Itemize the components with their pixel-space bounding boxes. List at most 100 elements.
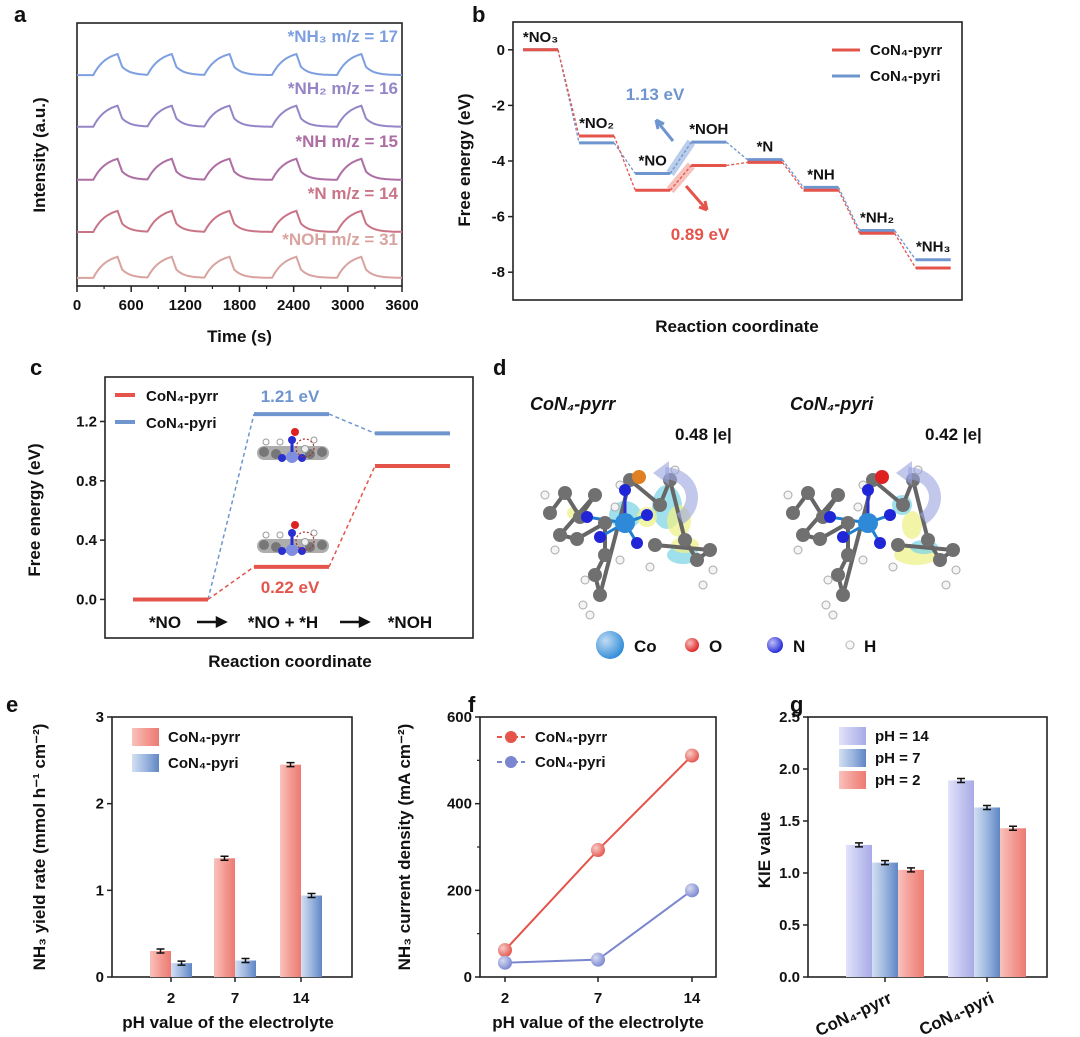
y-tick-label: 1 <box>96 882 104 899</box>
barrier-label-pyrr: 0.22 eV <box>261 578 320 597</box>
pyri-connector <box>557 49 580 144</box>
y-tick-label: 2.5 <box>779 709 800 726</box>
y-axis-label: Free energy (eV) <box>455 93 474 226</box>
arrow-icon <box>684 185 709 212</box>
atom-legend-label: O <box>709 637 722 656</box>
y-tick-label: 1.0 <box>779 865 800 882</box>
panel-b-axes <box>512 21 963 301</box>
legend-swatch <box>839 727 866 745</box>
charge-transfer-pyrr: 0.48 |e| <box>675 425 732 444</box>
trace-line <box>77 255 402 279</box>
legend-swatch <box>839 749 866 767</box>
error-bar <box>177 960 186 966</box>
y-tick-label: 2.0 <box>779 761 800 778</box>
bar <box>171 963 192 977</box>
error-bar <box>156 948 165 954</box>
structure-inset <box>257 428 329 463</box>
error-bar <box>881 859 889 866</box>
step-label: *NH₃ <box>916 239 951 256</box>
charge-arrow-icon <box>907 467 941 524</box>
bar <box>898 869 924 977</box>
error-bar <box>220 855 229 862</box>
structure-inset <box>257 521 329 556</box>
pyrr-connector <box>837 189 861 234</box>
bar <box>872 862 898 977</box>
y-tick-label: 1.2 <box>76 413 97 430</box>
legend-label: CoN₄-pyri <box>870 68 940 85</box>
pyrr-connector <box>557 49 580 137</box>
step-label: *NO + *H <box>248 613 318 632</box>
x-tick-label: 3000 <box>331 297 364 314</box>
x-axis-label: pH value of the electrolyte <box>122 1013 334 1032</box>
bar <box>948 780 974 977</box>
arrow-icon <box>340 615 371 629</box>
x-axis-label: pH value of the electrolyte <box>492 1013 704 1032</box>
y-tick-label: 600 <box>447 709 472 726</box>
y-tick-label: -2 <box>492 97 505 114</box>
panel-letter-e: e <box>6 692 18 717</box>
bar <box>150 951 171 977</box>
x-tick-label: 2400 <box>277 297 310 314</box>
legend-label: CoN₄-pyri <box>535 754 605 771</box>
y-tick-label: 0.4 <box>76 532 98 549</box>
error-bar <box>307 892 316 899</box>
y-tick-label: 0.5 <box>779 917 800 934</box>
series-line <box>504 889 693 964</box>
y-tick-label: 3 <box>96 709 104 726</box>
legend-label: pH = 2 <box>875 772 920 789</box>
x-tick-label: 7 <box>231 990 239 1007</box>
charge-transfer-pyri: 0.42 |e| <box>925 425 982 444</box>
legend-swatch <box>839 771 866 789</box>
x-tick-label: 14 <box>684 990 701 1007</box>
error-bar <box>957 777 965 784</box>
panel-letter-f: f <box>468 692 476 717</box>
bar <box>1000 828 1026 977</box>
y-tick-label: 1.5 <box>779 813 800 830</box>
charge-arrow-icon <box>664 467 698 524</box>
x-tick-label: CoN₄-pyrr <box>813 988 895 1037</box>
y-tick-label: 200 <box>447 882 472 899</box>
bar <box>235 960 256 977</box>
panel-g-axes <box>807 716 1048 978</box>
error-bar <box>241 957 250 964</box>
trace-line <box>77 104 402 128</box>
error-bar <box>855 842 863 848</box>
error-bar <box>1009 825 1017 832</box>
trace-line <box>77 209 402 233</box>
x-tick-label: 600 <box>119 297 144 314</box>
barrier-label-pyri: 1.21 eV <box>261 387 320 406</box>
y-tick-label: 0.0 <box>76 591 97 608</box>
atom-legend-label: Co <box>634 637 657 656</box>
pyri-connector <box>669 141 692 174</box>
step-label: *NO <box>149 613 181 632</box>
x-tick-label: 3600 <box>385 297 418 314</box>
arrow-icon <box>197 615 228 629</box>
y-tick-label: 400 <box>447 796 472 813</box>
legend-label: pH = 7 <box>875 750 920 767</box>
legend-label: CoN₄-pyrr <box>146 388 218 405</box>
y-axis-label: Free energy (eV) <box>25 443 44 576</box>
x-tick-label: 1800 <box>223 297 256 314</box>
y-axis-label: NH₃ current density (mA cm⁻²) <box>395 724 414 971</box>
atom-legend-label: N <box>793 637 805 656</box>
bar <box>974 807 1000 977</box>
y-tick-label: 0 <box>96 969 104 986</box>
legend-label: CoN₄-pyri <box>168 755 238 772</box>
legend-label: CoN₄-pyrr <box>535 729 607 746</box>
atom-legend-label: H <box>864 637 876 656</box>
pyrr-connector <box>894 232 917 269</box>
legend-label: CoN₄-pyri <box>146 415 216 432</box>
panel-letter-b: b <box>472 2 485 27</box>
barrier-label-pyri: 1.13 eV <box>626 85 685 104</box>
x-tick-label: 0 <box>73 297 81 314</box>
y-tick-label: 0.0 <box>779 969 800 986</box>
step-label: *NH₂ <box>860 210 894 227</box>
step-label: *NOH <box>689 121 728 138</box>
pyrr-connector <box>781 161 805 191</box>
y-tick-label: 0 <box>464 969 472 986</box>
error-bar <box>907 867 915 873</box>
step-label: *N <box>757 139 774 156</box>
legend-label: CoN₄-pyrr <box>870 42 942 59</box>
legend-label: pH = 14 <box>875 728 929 745</box>
